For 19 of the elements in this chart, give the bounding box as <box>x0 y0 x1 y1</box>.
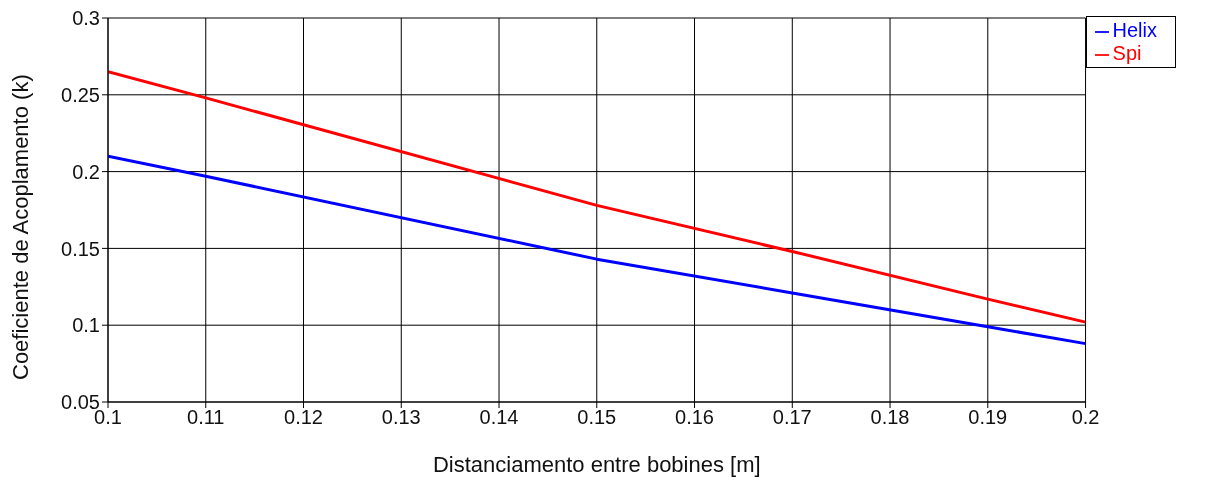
x-tick-label: 0.16 <box>675 406 714 429</box>
x-tick-label: 0.12 <box>284 406 323 429</box>
x-tick-label: 0.13 <box>381 406 421 429</box>
legend-label: Helix <box>1112 19 1157 41</box>
y-axis-title: Coeficiente de Acoplamento (k) <box>7 74 33 380</box>
y-tick-label: 0.2 <box>72 160 100 183</box>
y-tick-label: 0.3 <box>72 7 100 30</box>
y-tick-label: 0.1 <box>72 314 100 337</box>
x-axis-title: Distanciamento entre bobines [m] <box>432 452 761 477</box>
y-tick-label: 0.25 <box>61 83 100 106</box>
x-tick-label: 0.17 <box>772 406 812 429</box>
x-tick-label: 0.14 <box>479 406 519 429</box>
x-tick-label: 0.18 <box>870 406 910 429</box>
legend-label: Spi <box>1112 42 1142 64</box>
x-tick-label: 0.15 <box>577 406 617 429</box>
x-tick-label: 0.11 <box>187 406 225 429</box>
y-tick-label: 0.15 <box>61 237 100 260</box>
x-tick-label: 0.19 <box>968 406 1008 429</box>
x-tick-label: 0.2 <box>1071 406 1100 429</box>
